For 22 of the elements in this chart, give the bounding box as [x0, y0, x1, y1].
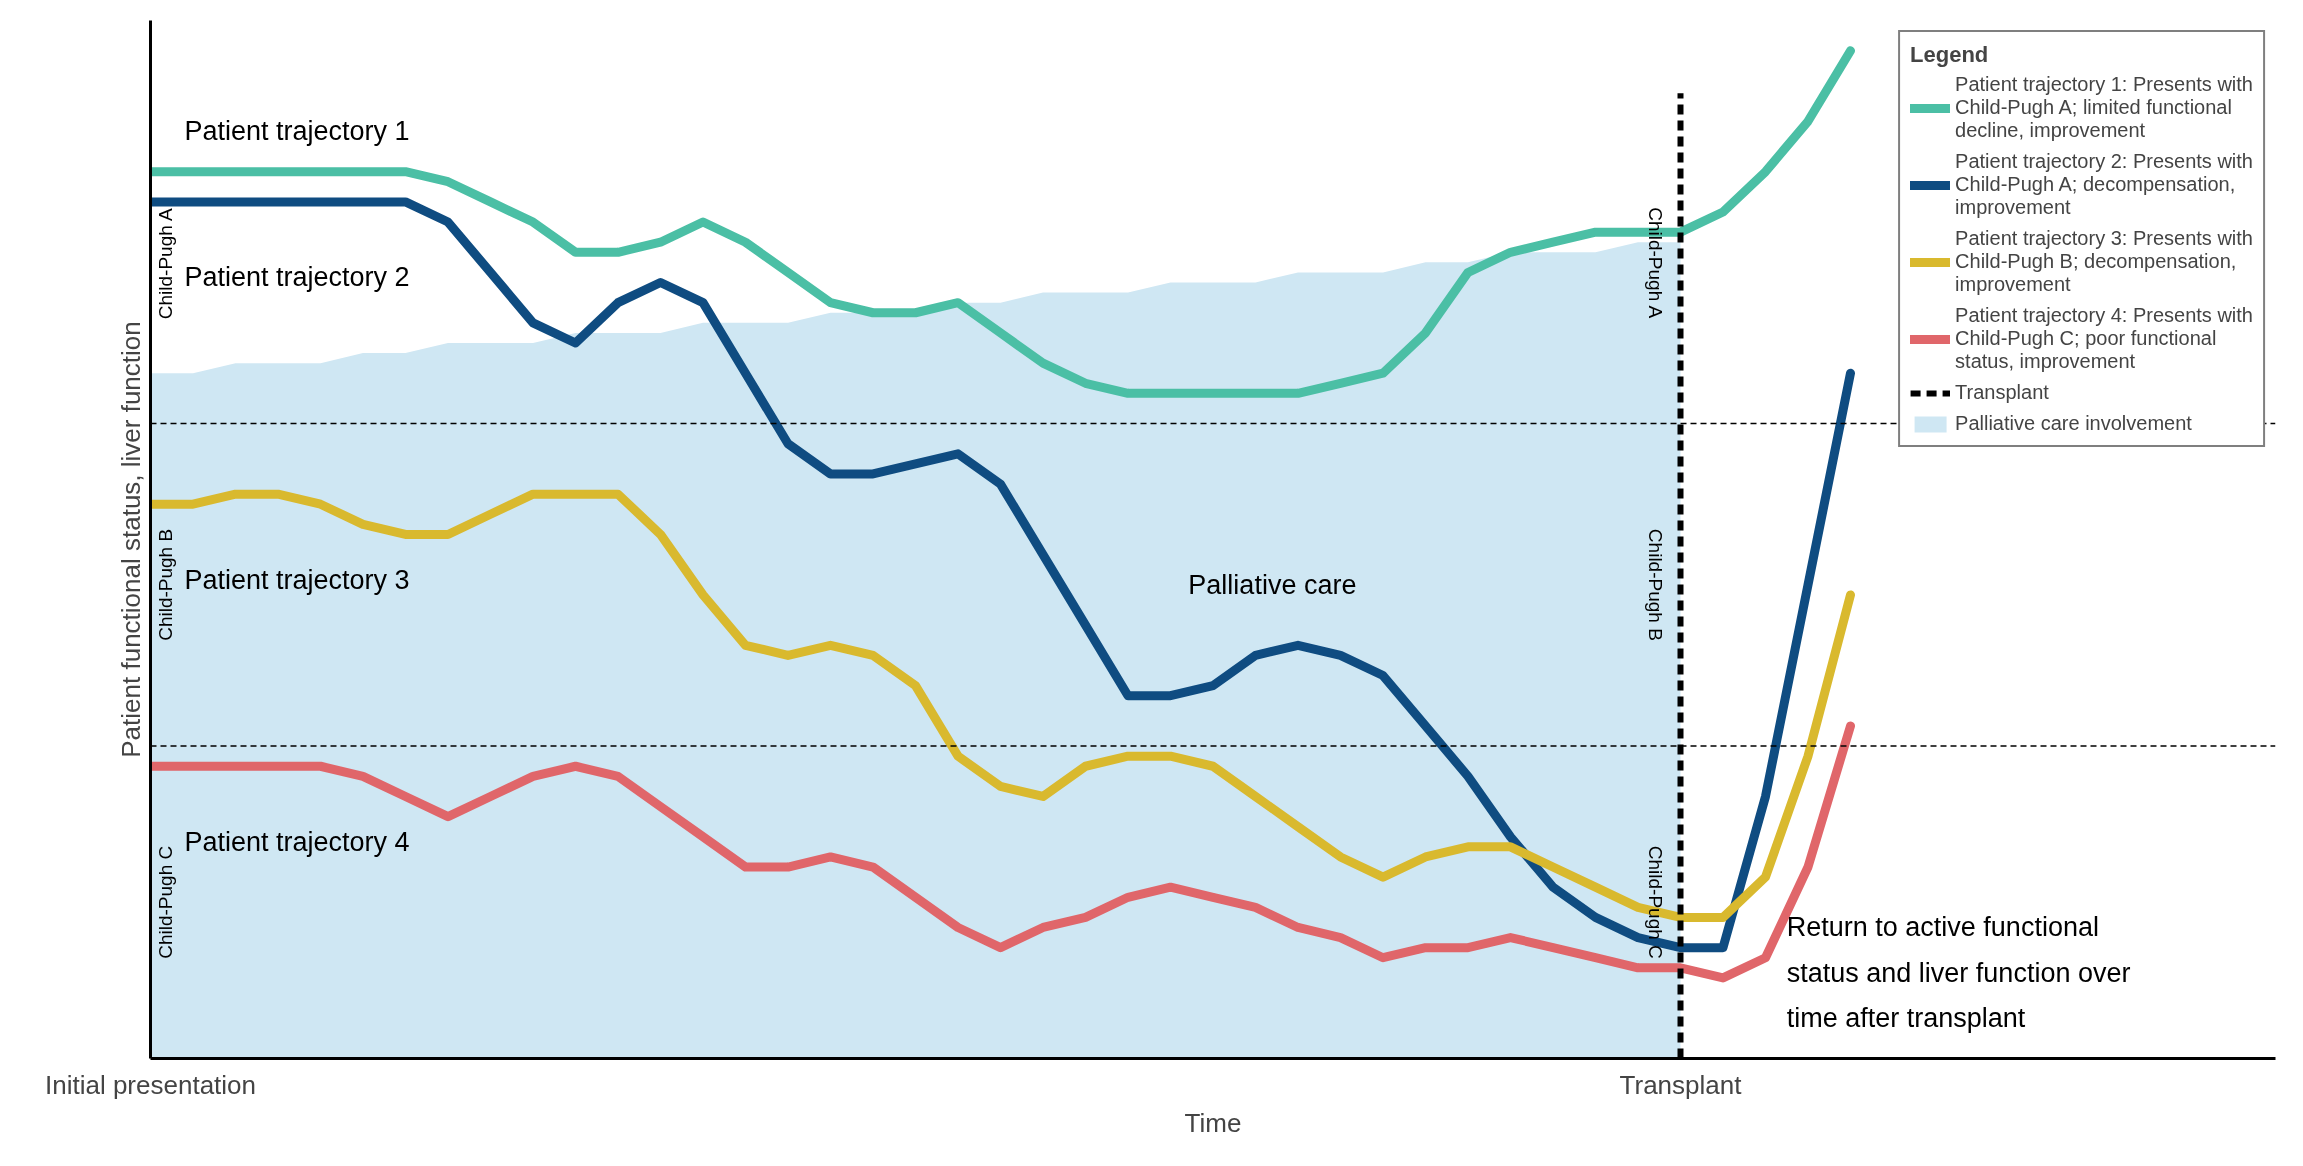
- annotation: Child-Pugh C: [1644, 845, 1666, 959]
- annotation: Child-Pugh A: [154, 207, 176, 320]
- legend-label: Palliative care involvement: [1955, 412, 2192, 435]
- y-axis-title: Patient functional status, liver function: [115, 321, 146, 758]
- text: Transplant: [1955, 381, 2049, 403]
- annotation: Child-Pugh B: [154, 528, 176, 641]
- legend-label: Patient trajectory 1: Presents with Child-Pugh A; limited functional decline, improvement: [1955, 73, 2253, 142]
- annotation: Patient trajectory 1: [184, 116, 410, 147]
- annotation: Child-Pugh B: [1644, 528, 1666, 641]
- annotation: Child-Pugh C: [154, 845, 176, 959]
- x-axis-title: Time: [1184, 1107, 1242, 1138]
- legend-label: Patient trajectory 2: Presents with Child-Pugh A; decompensation, improvement: [1955, 150, 2253, 219]
- x-tick-label: Initial presentation: [44, 1069, 257, 1100]
- annotation: Return to active functional status and liver function over time after transplant: [1786, 912, 2131, 1034]
- annotation: Patient trajectory 4: [184, 826, 410, 857]
- legend-label: Patient trajectory 4: Presents with Child-Pugh C; poor functional status, improvement: [1955, 304, 2253, 373]
- annotation: Palliative care: [1188, 569, 1357, 600]
- legend-label: Patient trajectory 3: Presents with Child-Pugh B; decompensation, improvement: [1955, 227, 2253, 296]
- annotation: Patient trajectory 2: [184, 262, 410, 293]
- annotation: Patient trajectory 3: [184, 564, 410, 595]
- legend-title: Legend: [1910, 42, 1990, 68]
- annotation: Child-Pugh A: [1644, 207, 1666, 319]
